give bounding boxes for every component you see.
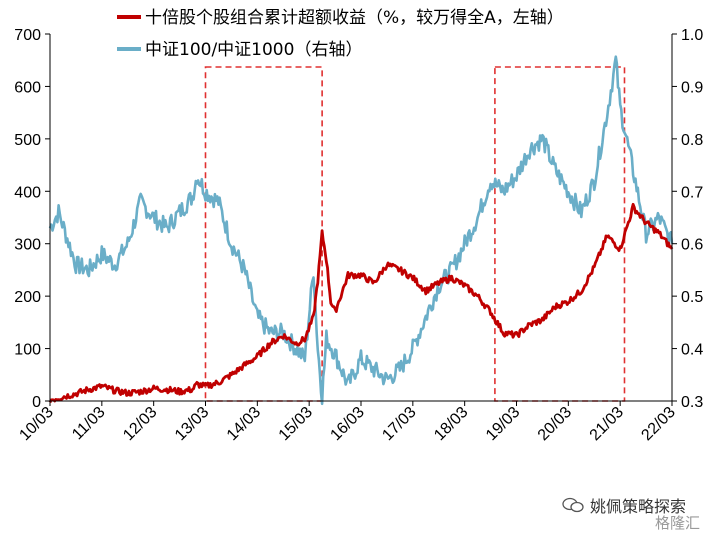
watermark-brand: 格隆汇 <box>655 514 701 532</box>
y-left-tick-label: 400 <box>14 184 41 201</box>
x-tick-label: 20/03 <box>535 404 575 444</box>
x-tick-label: 14/03 <box>224 404 264 444</box>
x-tick-label: 19/03 <box>483 404 523 444</box>
y-right-tick-label: 0.8 <box>681 132 703 149</box>
y-right-tick-label: 0.3 <box>681 394 703 411</box>
watermark-text: 姚佩策略探索 <box>590 497 687 516</box>
x-tick-label: 16/03 <box>327 404 367 444</box>
x-tick-label: 11/03 <box>69 404 109 444</box>
x-tick-label: 15/03 <box>276 404 316 444</box>
y-right-tick-label: 0.6 <box>681 237 703 254</box>
y-left-tick-label: 500 <box>14 132 41 149</box>
excess-return-series-line <box>48 202 674 404</box>
y-left-tick-label: 0 <box>32 394 41 411</box>
x-tick-label: 13/03 <box>172 404 212 444</box>
y-left-tick-label: 700 <box>14 27 41 44</box>
x-tick-label: 21/03 <box>587 404 627 444</box>
ratio-series-line <box>48 55 674 406</box>
y-left-tick-label: 300 <box>14 237 41 254</box>
legend-label-1: 十倍股个股组合累计超额收益（%，较万得全A，左轴） <box>145 8 564 28</box>
highlight-box <box>494 66 626 402</box>
wechat-icon <box>562 497 584 513</box>
watermark: 姚佩策略探索 <box>562 493 686 517</box>
y-right-tick-label: 0.4 <box>681 342 703 359</box>
x-tick-label: 12/03 <box>120 404 160 444</box>
y-left-tick-label: 200 <box>14 289 41 306</box>
y-right-tick-label: 0.5 <box>681 289 703 306</box>
x-tick-label: 18/03 <box>431 404 471 444</box>
x-tick-label: 22/03 <box>638 404 678 444</box>
y-right-tick-label: 0.9 <box>681 79 703 96</box>
y-left-tick-label: 100 <box>14 342 41 359</box>
y-left-tick-label: 600 <box>14 79 41 96</box>
y-right-tick-label: 0.7 <box>681 184 703 201</box>
y-right-tick-label: 1.0 <box>681 27 703 44</box>
legend-label-2: 中证100/中证1000（右轴） <box>145 40 362 60</box>
x-tick-label: 17/03 <box>379 404 419 444</box>
